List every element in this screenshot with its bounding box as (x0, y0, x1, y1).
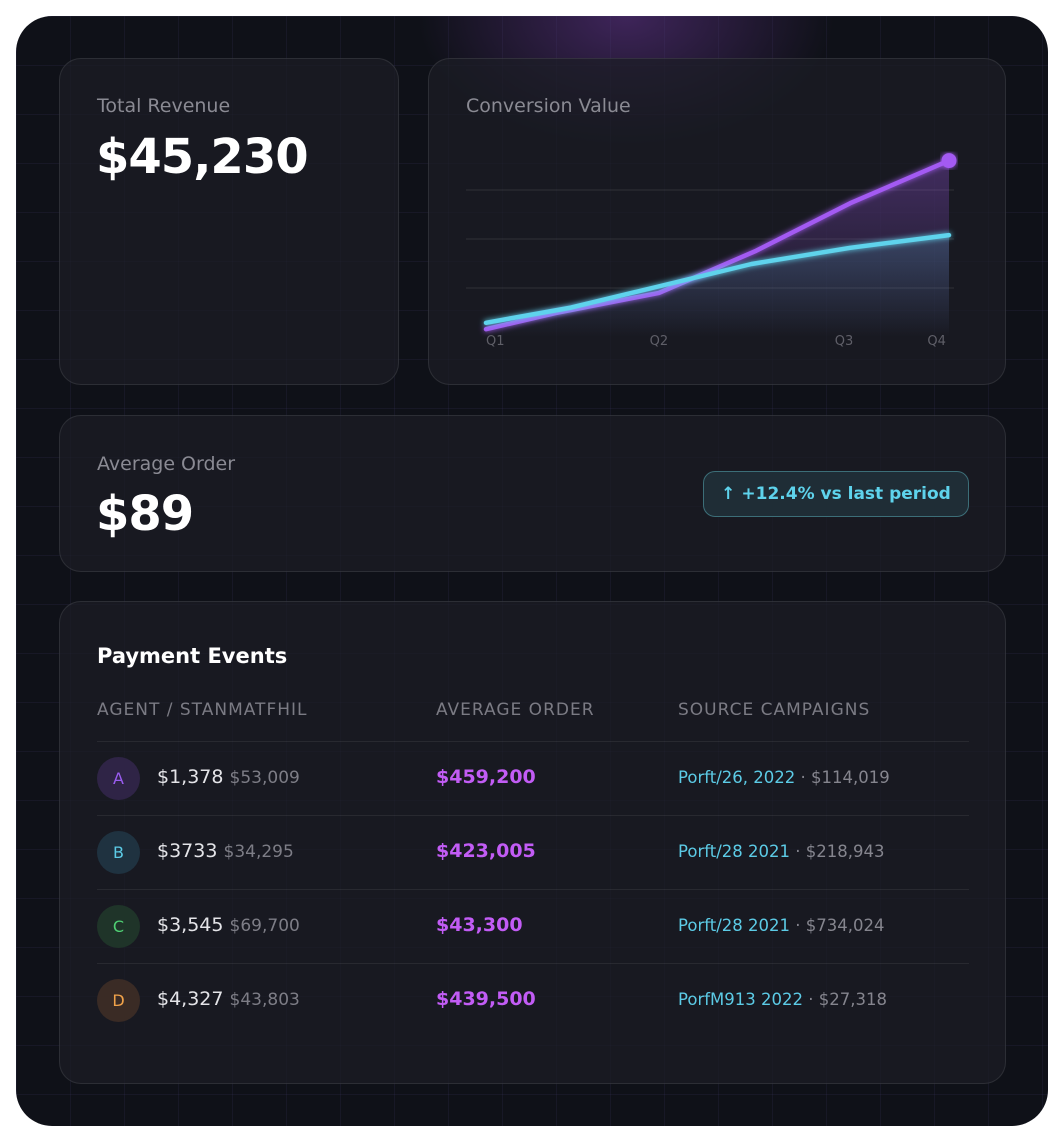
average-order-label: Average Order (97, 453, 236, 475)
table-row[interactable]: A $1,378 $53,009 $459,200 Porft/26, 2022… (97, 741, 969, 815)
agent-amount: $3,545 $69,700 (157, 914, 300, 936)
conversion-chart: Q1 Q2 Q3 Q4 (466, 153, 957, 349)
table-row[interactable]: B $3733 $34,295 $423,005 Porft/28 2021 ·… (97, 815, 969, 889)
series-end-marker (941, 153, 957, 169)
dashboard: Total Revenue $45,230 Conversion Value Q… (16, 16, 1048, 1126)
separator: · (790, 842, 806, 861)
arrow-up-icon: ↑ (721, 484, 736, 504)
table-row[interactable]: C $3,545 $69,700 $43,300 Porft/28 2021 ·… (97, 889, 969, 963)
average-order-value: $439,500 (436, 988, 536, 1010)
change-badge: ↑ +12.4% vs last period (703, 471, 969, 517)
agent-avatar: A (97, 757, 140, 800)
column-header-agent: AGENT / STANMATFHIL (97, 700, 308, 720)
series-area (486, 235, 949, 337)
avatar-initial: A (113, 769, 124, 788)
amount-value: $4,327 (157, 988, 224, 1010)
amount-secondary: $53,009 (229, 768, 300, 788)
campaign-value: $114,019 (811, 768, 890, 787)
table-row[interactable]: D $4,327 $43,803 $439,500 PorfM913 2022 … (97, 963, 969, 1037)
campaign-value: $218,943 (805, 842, 885, 861)
total-revenue-value: $45,230 (96, 129, 309, 185)
agent-avatar: D (97, 979, 140, 1022)
campaign-link[interactable]: Porft/26, 2022 (678, 768, 796, 787)
agent-amount: $3733 $34,295 (157, 840, 294, 862)
amount-secondary: $69,700 (229, 916, 300, 936)
average-order-value: $459,200 (436, 766, 536, 788)
avatar-initial: B (113, 843, 124, 862)
column-header-average-order: AVERAGE ORDER (436, 700, 595, 720)
campaign-link[interactable]: Porft/28 2021 (678, 916, 791, 935)
column-header-source-campaigns: SOURCE CAMPAIGNS (678, 700, 871, 720)
x-tick-label: Q1 (486, 334, 505, 349)
average-order-value: $43,300 (436, 914, 523, 936)
amount-value: $3733 (157, 840, 218, 862)
campaign-value: $27,318 (818, 990, 887, 1009)
agent-avatar: B (97, 831, 140, 874)
agent-amount: $1,378 $53,009 (157, 766, 300, 788)
avatar-initial: D (112, 991, 125, 1010)
campaign-value: $734,024 (805, 916, 885, 935)
total-revenue-label: Total Revenue (97, 95, 231, 117)
campaign-link[interactable]: Porft/28 2021 (678, 842, 791, 861)
separator: · (803, 990, 819, 1009)
amount-secondary: $43,803 (229, 990, 300, 1010)
amount-secondary: $34,295 (223, 842, 294, 862)
campaign-link[interactable]: PorfM913 2022 (678, 990, 804, 1009)
separator: · (795, 768, 812, 787)
conversion-value-card: Conversion Value Q1 Q2 Q3 Q4 (428, 58, 1006, 385)
agent-avatar: C (97, 905, 140, 948)
average-order-value: $423,005 (436, 840, 536, 862)
x-tick-label: Q2 (650, 334, 669, 349)
series-line (483, 232, 952, 326)
conversion-title: Conversion Value (466, 95, 631, 117)
source-campaign: Porft/28 2021 · $734,024 (678, 916, 885, 935)
payment-events-card: Payment Events AGENT / STANMATFHIL AVERA… (59, 601, 1006, 1084)
source-campaign: Porft/28 2021 · $218,943 (678, 842, 885, 861)
total-revenue-card: Total Revenue $45,230 (59, 58, 399, 385)
source-campaign: Porft/26, 2022 · $114,019 (678, 768, 890, 787)
agent-amount: $4,327 $43,803 (157, 988, 300, 1010)
x-tick-label: Q3 (835, 334, 854, 349)
average-order-value: $89 (96, 486, 194, 542)
amount-value: $3,545 (157, 914, 224, 936)
change-text: +12.4% vs last period (741, 484, 951, 504)
payment-events-title: Payment Events (97, 644, 288, 668)
average-order-card: Average Order $89 ↑ +12.4% vs last perio… (59, 415, 1006, 572)
avatar-initial: C (112, 917, 125, 936)
x-tick-label: Q4 (927, 334, 946, 349)
amount-value: $1,378 (157, 766, 224, 788)
separator: · (790, 916, 806, 935)
source-campaign: PorfM913 2022 · $27,318 (678, 990, 887, 1009)
